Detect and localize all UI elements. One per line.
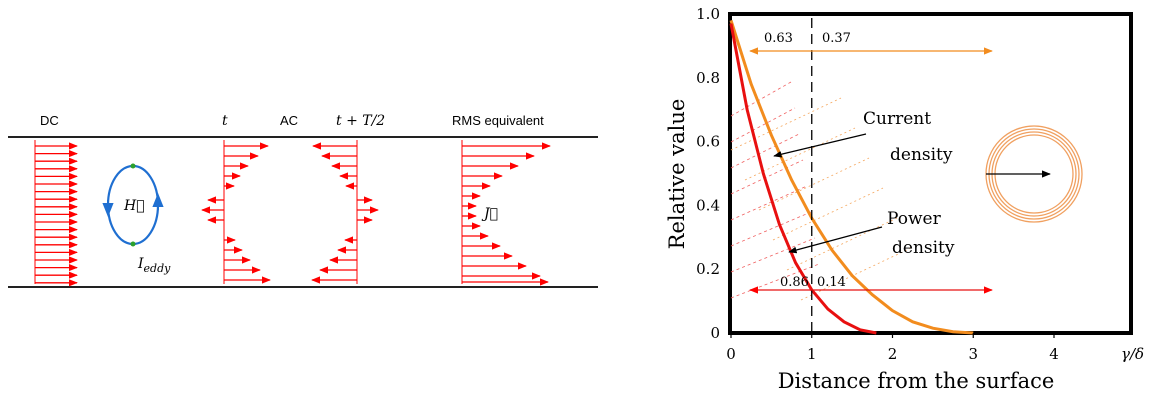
- y-tick-label: 0.2: [696, 260, 720, 278]
- current-density-pointer: [773, 133, 867, 158]
- rms-current-arrows: [461, 140, 551, 286]
- i-eddy-label: Ieddy: [137, 256, 171, 275]
- current-tangent-line: [758, 157, 870, 211]
- current-tangent-line: [772, 187, 884, 241]
- x-axis-ticks: 0 1 2 3 4: [726, 333, 1059, 363]
- y-tick-label: 1.0: [696, 5, 720, 23]
- dc-label: DC: [40, 113, 59, 128]
- dc-current-arrows: [34, 140, 78, 287]
- power-tangent-line: [730, 107, 796, 143]
- x-tick-label: 0: [726, 345, 736, 363]
- y-axis-ticks: 0 0.2 0.4 0.6 0.8 1.0: [696, 5, 720, 342]
- power-tangent-line: [730, 159, 804, 195]
- x-tick-label: 3: [968, 345, 978, 363]
- rms-label: RMS equivalent: [452, 113, 544, 128]
- current-tangent-line: [786, 217, 898, 271]
- current-density-curve: [729, 19, 974, 335]
- chart-frame: [728, 12, 1133, 335]
- x-axis-short-label: γ/δ: [1121, 345, 1144, 363]
- conductor-diagram: DC t AC t + T/2 RMS equivalent H⃗ Ieddy …: [8, 113, 598, 288]
- j-vector-label: J⃗: [481, 206, 498, 222]
- power-tangent-line: [730, 263, 820, 299]
- x-tick-label: 2: [888, 345, 898, 363]
- red-right-value: 0.14: [817, 275, 846, 290]
- y-axis-label: Relative value: [665, 99, 689, 250]
- power-density-label-line1: Power: [887, 209, 942, 229]
- ac-label: AC: [280, 113, 298, 128]
- power-tangent-line: [730, 133, 800, 169]
- skin-depth-chart: 0.63 0.37 0.86 0.14 Current density Powe…: [665, 5, 1144, 393]
- power-density-tangent-lines: [730, 81, 820, 299]
- x-tick-label: 4: [1049, 345, 1059, 363]
- ac-half-period-current-arrows: [311, 140, 379, 284]
- conductor-cross-section: [985, 125, 1083, 223]
- t-label: t: [222, 113, 228, 129]
- h-vector-label: H⃗: [123, 198, 145, 214]
- power-density-curve: [729, 23, 877, 335]
- y-tick-label: 0: [710, 324, 720, 342]
- power-tangent-line: [730, 185, 808, 221]
- t-half-label: t + T/2: [336, 113, 385, 129]
- y-tick-label: 0.6: [696, 133, 720, 151]
- eddy-loop-bottom-marker: [130, 241, 136, 247]
- power-density-label-line2: density: [892, 238, 955, 258]
- power-tangent-line: [730, 211, 812, 247]
- current-density-label-line2: density: [890, 145, 953, 165]
- power-density-pointer: [788, 226, 883, 254]
- orange-left-value: 0.63: [764, 31, 793, 46]
- y-tick-label: 0.8: [696, 69, 720, 87]
- power-tangent-line: [730, 237, 816, 273]
- current-tangent-line: [730, 97, 842, 151]
- orange-right-value: 0.37: [822, 31, 851, 46]
- current-density-label-line1: Current: [863, 109, 931, 129]
- x-axis-label: Distance from the surface: [778, 369, 1055, 393]
- eddy-loop-top-marker: [130, 163, 136, 169]
- y-tick-label: 0.4: [696, 196, 720, 214]
- x-tick-label: 1: [807, 345, 817, 363]
- eddy-loop: H⃗: [102, 163, 164, 247]
- ac-t-current-arrows: [201, 140, 271, 284]
- red-left-value: 0.86: [780, 275, 809, 290]
